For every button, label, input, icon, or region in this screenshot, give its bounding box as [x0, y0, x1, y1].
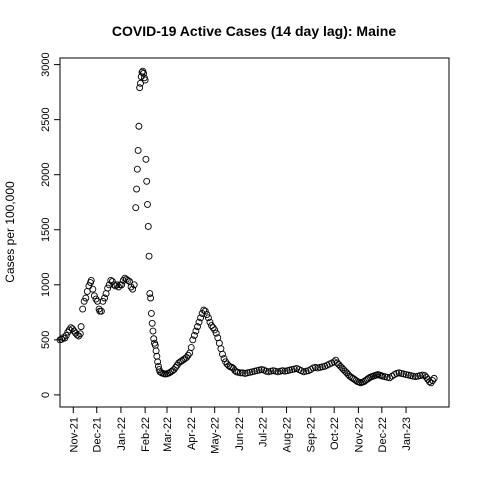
data-point — [152, 347, 160, 355]
data-point — [77, 323, 85, 331]
data-point — [211, 326, 219, 334]
x-tick-label: Jun-22 — [234, 417, 246, 451]
data-point — [92, 295, 100, 303]
data-point — [149, 327, 157, 335]
data-point — [124, 276, 132, 284]
data-point — [89, 285, 97, 293]
x-tick-label: Sep-22 — [306, 417, 318, 452]
data-point — [192, 327, 200, 335]
data-point — [147, 294, 155, 302]
data-point — [82, 294, 90, 302]
data-point — [204, 314, 212, 322]
x-axis: Nov-21 Dec-21 Jan-22 Feb-22 Mar-22 Apr-22 May-… — [68, 407, 413, 454]
chart-title: COVID-19 Active Cases (14 day lag): Main… — [112, 23, 396, 39]
data-point — [154, 358, 162, 366]
y-axis: 0 500 1000 1500 2000 2500 3000 — [40, 52, 60, 398]
data-point — [143, 177, 151, 185]
data-point — [141, 76, 149, 84]
data-point — [133, 165, 141, 173]
data-point — [80, 297, 88, 305]
x-tick-label: Jan-23 — [401, 417, 413, 451]
data-point — [90, 292, 98, 300]
data-point — [76, 330, 84, 338]
data-point — [58, 335, 66, 343]
data-point — [129, 285, 137, 293]
data-point — [94, 297, 101, 305]
data-point — [201, 307, 209, 315]
data-point — [136, 84, 144, 92]
data-point — [135, 122, 143, 130]
data-point — [134, 147, 142, 154]
data-point — [73, 331, 81, 339]
x-tick-label: Jul-22 — [257, 417, 269, 447]
y-tick-label: 2000 — [40, 162, 52, 186]
x-tick-label: Oct-22 — [329, 417, 341, 450]
data-point — [137, 79, 144, 87]
x-tick-label: Apr-22 — [186, 417, 198, 450]
data-point — [130, 281, 138, 289]
data-point — [140, 69, 148, 77]
data-point — [190, 331, 198, 339]
data-point — [209, 324, 217, 332]
data-point — [197, 314, 205, 322]
data-point — [236, 369, 244, 377]
x-tick-label: Nov-22 — [353, 417, 365, 452]
x-tick-label: Feb-22 — [140, 417, 152, 452]
data-point — [144, 200, 151, 208]
data-point — [144, 222, 152, 230]
data-point — [87, 276, 95, 284]
data-point — [189, 336, 197, 344]
data-point — [429, 377, 437, 385]
data-point — [113, 281, 121, 289]
data-points — [56, 67, 438, 387]
data-point — [219, 350, 226, 358]
data-point — [184, 351, 192, 359]
data-point — [145, 252, 153, 260]
x-tick-label: Aug-22 — [282, 417, 294, 452]
y-tick-label: 1500 — [40, 218, 52, 242]
data-point — [148, 319, 156, 327]
data-point — [65, 326, 73, 334]
data-point — [426, 378, 433, 386]
x-tick-label: Nov-21 — [68, 417, 80, 452]
data-point — [146, 290, 154, 298]
data-point — [133, 185, 141, 193]
y-tick-label: 2500 — [40, 107, 52, 131]
y-tick-label: 3000 — [40, 52, 52, 76]
data-point — [195, 318, 203, 326]
y-tick-label: 1000 — [40, 273, 52, 297]
data-point — [101, 294, 108, 302]
data-point — [97, 307, 105, 315]
data-point — [203, 311, 211, 318]
x-tick-label: Dec-21 — [92, 417, 104, 452]
plot-frame — [59, 57, 450, 408]
x-tick-label: Jan-22 — [116, 417, 128, 451]
data-point — [206, 318, 214, 326]
y-tick-label: 0 — [40, 392, 52, 398]
data-point — [150, 335, 158, 343]
data-point — [79, 305, 87, 313]
data-point — [132, 204, 140, 212]
data-point — [194, 323, 201, 331]
data-point — [147, 309, 155, 317]
data-point — [430, 374, 438, 382]
y-axis-label: Cases per 100,000 — [3, 181, 17, 283]
y-tick-label: 500 — [40, 331, 52, 349]
data-point — [212, 329, 220, 337]
data-point — [153, 352, 161, 360]
x-tick-label: Dec-22 — [377, 417, 389, 452]
x-tick-label: Mar-22 — [162, 417, 174, 452]
data-point — [75, 332, 83, 340]
x-tick-label: May-22 — [210, 417, 222, 454]
data-point — [220, 355, 228, 363]
data-point — [62, 331, 70, 339]
data-point — [99, 297, 107, 305]
data-point — [187, 344, 195, 351]
data-point — [104, 284, 112, 292]
data-point — [142, 155, 150, 163]
data-point — [118, 281, 126, 289]
